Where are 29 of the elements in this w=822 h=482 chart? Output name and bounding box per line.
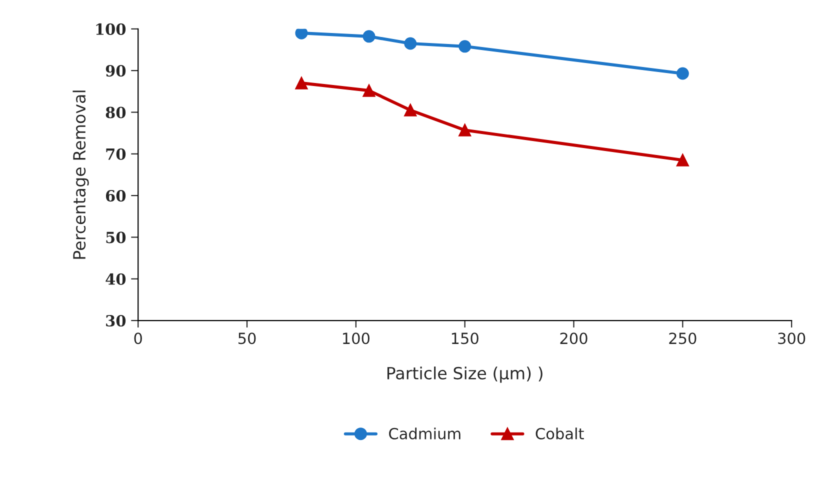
point [295,28,308,40]
point [295,76,308,90]
y-tick-label: 100 [96,23,126,35]
y-tick-label: 60 [106,190,126,202]
y-tick-label: 40 [106,273,126,285]
y-tick-label: 90 [106,65,126,77]
point [404,37,417,50]
y-axis-title: Percentage Removal [72,90,89,259]
point [458,40,472,53]
y-tick-label: 80 [106,106,126,118]
x-tick-label: 250 [669,332,696,344]
point [362,84,376,97]
x-tick-label: 300 [778,332,806,344]
legend-label: Cobalt [536,428,584,440]
legend-label: Cadmium [389,428,460,440]
x-tick-label: 150 [452,332,478,344]
x-tick-label: 50 [238,332,256,344]
point [676,154,689,166]
x-tick-label: 0 [134,332,142,344]
point [676,67,689,80]
y-tick-label: 50 [106,232,126,244]
point [362,30,376,43]
x-tick-label: 100 [343,332,370,344]
y-tick-label: 70 [106,148,126,160]
y-tick-label: 30 [106,314,126,327]
x-tick-label: 200 [560,332,588,344]
point [404,104,417,116]
point [458,124,472,136]
x-axis-title: Particle Size (μm) ) [387,366,542,383]
